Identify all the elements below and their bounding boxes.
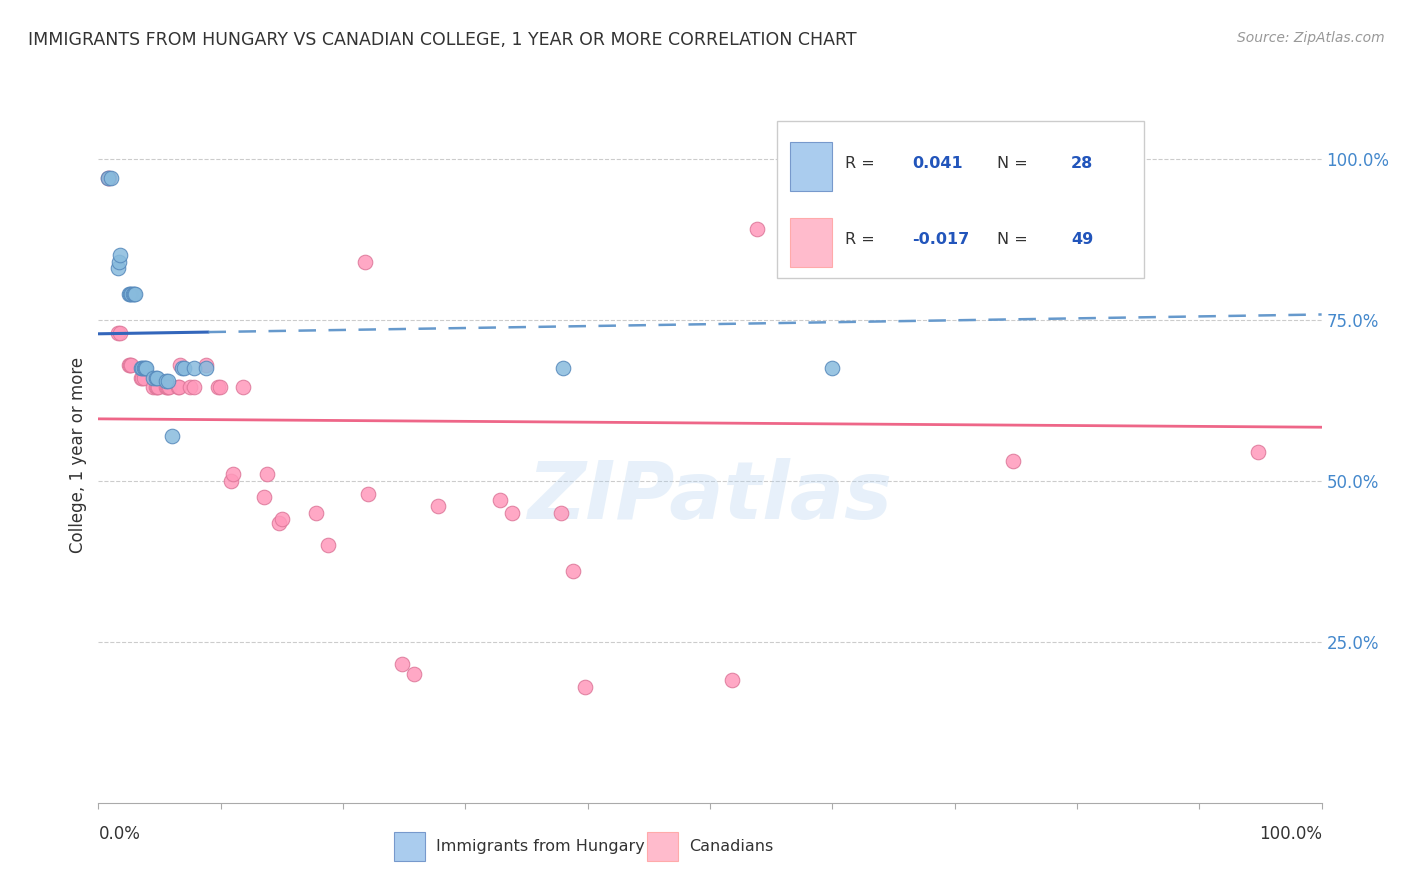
Point [108, 254, 131, 268]
Point [195, 360, 218, 375]
Point [118, 286, 141, 301]
Point [821, 360, 844, 375]
Text: 0.0%: 0.0% [98, 825, 141, 843]
Point [129, 360, 152, 375]
Point [118, 358, 141, 372]
Point [721, 673, 744, 688]
Point [169, 358, 191, 372]
Text: IMMIGRANTS FROM HUNGARY VS CANADIAN COLLEGE, 1 YEAR OR MORE CORRELATION CHART: IMMIGRANTS FROM HUNGARY VS CANADIAN COLL… [28, 31, 856, 49]
Point [488, 493, 510, 508]
Point [120, 286, 142, 301]
Point [157, 374, 180, 388]
Point [110, 248, 132, 262]
Point [318, 538, 340, 552]
Point [142, 370, 165, 384]
Point [219, 474, 242, 488]
Text: 28: 28 [1071, 156, 1092, 170]
Point [252, 490, 274, 504]
Point [183, 360, 205, 375]
Point [1002, 454, 1025, 468]
Text: R =: R = [845, 232, 880, 247]
Point [156, 380, 179, 394]
Point [145, 370, 167, 384]
FancyBboxPatch shape [790, 219, 832, 267]
Text: R =: R = [845, 156, 880, 170]
Point [745, 222, 768, 236]
Point [120, 358, 142, 372]
Point [155, 374, 177, 388]
Point [574, 680, 596, 694]
Text: Immigrants from Hungary: Immigrants from Hungary [436, 839, 644, 854]
Point [179, 380, 201, 394]
Point [110, 326, 132, 340]
Point [157, 380, 180, 394]
Point [232, 380, 254, 394]
Point [107, 261, 129, 276]
Point [550, 506, 572, 520]
Point [121, 286, 143, 301]
Point [131, 370, 153, 384]
Point [269, 516, 291, 530]
Point [183, 380, 205, 394]
Point [402, 667, 425, 681]
Point [129, 370, 152, 384]
Point [553, 360, 575, 375]
Text: -0.017: -0.017 [912, 232, 969, 247]
Point [157, 380, 180, 394]
Point [131, 360, 153, 375]
Point [148, 380, 170, 394]
Point [501, 506, 523, 520]
Point [146, 370, 169, 384]
Point [122, 286, 145, 301]
Point [120, 286, 142, 301]
Point [160, 428, 183, 442]
Text: Source: ZipAtlas.com: Source: ZipAtlas.com [1237, 31, 1385, 45]
Point [134, 360, 156, 375]
Point [1247, 444, 1270, 458]
Text: 49: 49 [1071, 232, 1092, 247]
Point [100, 170, 122, 185]
Point [195, 358, 218, 372]
Point [98, 170, 121, 185]
Point [155, 380, 177, 394]
Point [135, 360, 157, 375]
Point [270, 512, 294, 526]
Point [562, 564, 585, 578]
Text: N =: N = [997, 232, 1033, 247]
Text: ZIPatlas: ZIPatlas [527, 458, 893, 536]
FancyBboxPatch shape [790, 142, 832, 191]
Point [132, 360, 155, 375]
Point [305, 506, 328, 520]
Point [427, 500, 450, 514]
Point [120, 358, 142, 372]
Point [167, 380, 190, 394]
Point [145, 380, 167, 394]
Point [222, 467, 245, 482]
Point [132, 370, 155, 384]
Point [208, 380, 231, 394]
Text: 0.041: 0.041 [912, 156, 963, 170]
Point [167, 380, 190, 394]
Point [124, 286, 146, 301]
Point [142, 380, 165, 394]
Text: Canadians: Canadians [689, 839, 773, 854]
Point [97, 170, 120, 185]
FancyBboxPatch shape [778, 121, 1144, 277]
Point [256, 467, 278, 482]
Point [170, 360, 193, 375]
Point [107, 326, 129, 340]
Text: 100.0%: 100.0% [1258, 825, 1322, 843]
Point [356, 486, 378, 500]
Point [173, 360, 195, 375]
Y-axis label: College, 1 year or more: College, 1 year or more [69, 357, 87, 553]
Text: N =: N = [997, 156, 1033, 170]
Point [97, 170, 120, 185]
Point [207, 380, 229, 394]
Point [146, 380, 169, 394]
Point [391, 657, 413, 672]
Point [354, 254, 377, 268]
